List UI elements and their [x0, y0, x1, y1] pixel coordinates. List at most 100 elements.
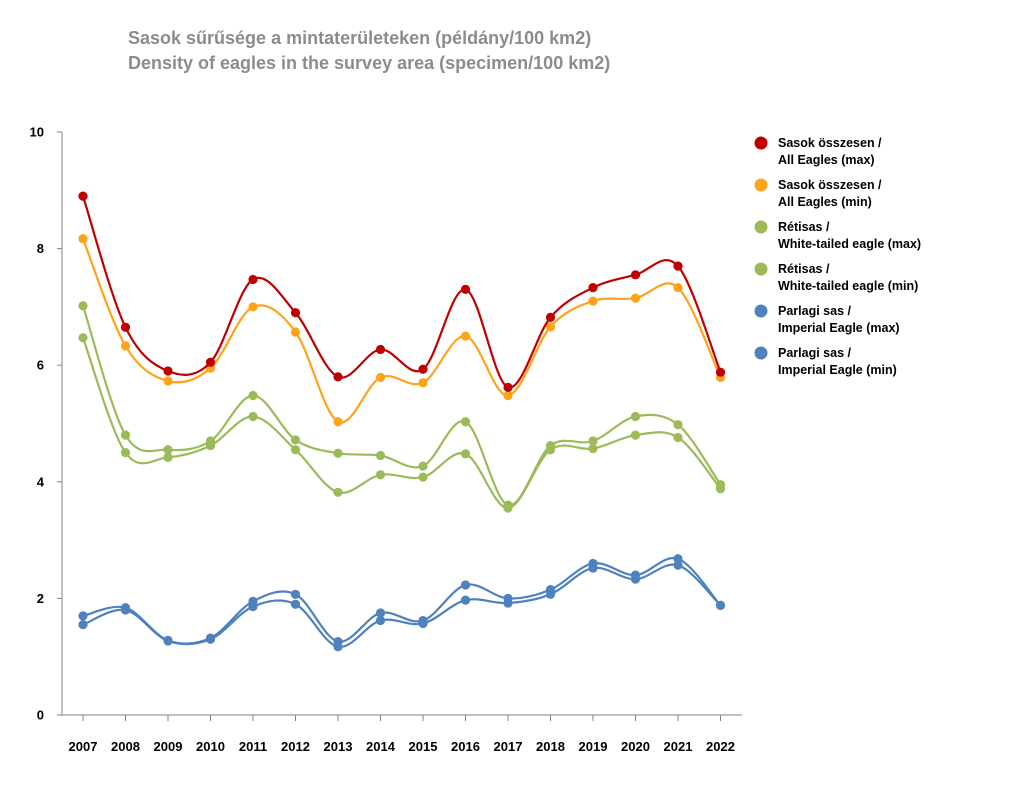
x-tick-label: 2010: [196, 739, 225, 754]
series-3: [78, 333, 726, 513]
legend-label-line1: Rétisas /: [778, 220, 830, 234]
data-point: [120, 430, 131, 440]
legend: Sasok összesen / All Eagles (max) Sasok ös…: [754, 136, 921, 377]
data-point: [375, 470, 386, 480]
data-point: [290, 327, 301, 337]
data-point: [673, 554, 683, 564]
data-point: [715, 367, 726, 377]
data-point: [503, 593, 513, 604]
legend-marker: [754, 346, 768, 360]
data-point: [630, 270, 641, 280]
data-point: [460, 284, 471, 295]
data-point: [673, 261, 683, 271]
y-tick-label: 10: [30, 125, 44, 140]
data-point: [205, 357, 216, 367]
series-line: [82, 556, 722, 645]
y-tick-label: 6: [37, 358, 44, 373]
series-line: [81, 195, 722, 389]
legend-marker: [754, 220, 768, 234]
data-point: [630, 430, 641, 440]
legend-item: Parlagi sas / Imperial Eagle (max): [754, 304, 900, 335]
x-tick-label: 2019: [579, 739, 608, 754]
legend-label-line2: White-tailed eagle (max): [778, 237, 921, 251]
series-1: [78, 234, 726, 427]
data-point: [418, 615, 428, 626]
legend-label-line1: Sasok összesen /: [778, 178, 882, 192]
data-point: [248, 302, 258, 312]
data-point: [673, 432, 683, 443]
data-point: [375, 615, 386, 626]
data-point: [333, 372, 343, 382]
y-tick-label: 4: [37, 474, 45, 489]
legend-item: Parlagi sas / Imperial Eagle (min): [754, 346, 897, 377]
axes: 0 2 4 6 8 10 2007 2008 2009 2010 2011 2012 2013 2014 2…: [30, 125, 742, 754]
series-line: [81, 337, 722, 510]
series-2: [78, 301, 726, 510]
legend-label-line1: Parlagi sas /: [778, 346, 851, 360]
legend-label-line2: White-tailed eagle (min): [778, 279, 918, 293]
data-point: [673, 560, 683, 570]
legend-label-line1: Parlagi sas /: [778, 304, 851, 318]
data-point: [78, 191, 88, 201]
x-tick-label: 2021: [664, 739, 693, 754]
y-tick-label: 8: [37, 241, 44, 256]
data-point: [418, 472, 428, 482]
data-point: [418, 378, 428, 388]
data-point: [78, 611, 88, 621]
data-point: [503, 390, 513, 401]
x-tick-label: 2020: [621, 739, 650, 754]
data-point: [375, 608, 386, 618]
data-point: [588, 283, 598, 293]
legend-label-line2: Imperial Eagle (min): [778, 363, 897, 377]
data-point: [290, 308, 301, 318]
data-point: [503, 500, 513, 510]
data-point: [630, 570, 641, 580]
legend-label-line2: Imperial Eagle (max): [778, 321, 900, 335]
series-0: [78, 191, 726, 392]
series-line: [81, 238, 722, 424]
x-tick-label: 2022: [706, 739, 735, 754]
legend-label-line2: All Eagles (max): [778, 153, 875, 167]
x-tick-label: 2017: [494, 739, 523, 754]
data-point: [715, 600, 726, 610]
data-point: [503, 382, 513, 392]
legend-marker: [754, 178, 768, 192]
data-point: [418, 364, 428, 374]
legend-marker: [754, 304, 768, 318]
data-point: [120, 603, 131, 613]
data-point: [248, 411, 258, 422]
series-line: [82, 563, 722, 648]
data-point: [78, 620, 88, 630]
legend-item: Rétisas / White-tailed eagle (max): [754, 220, 921, 251]
legend-marker: [754, 262, 768, 276]
x-tick-label: 2013: [324, 739, 353, 754]
legend-marker: [754, 136, 768, 150]
x-tick-label: 2007: [69, 739, 98, 754]
data-point: [460, 331, 471, 341]
x-tick-label: 2015: [409, 739, 438, 754]
data-point: [375, 372, 386, 383]
x-tick-label: 2011: [239, 739, 267, 754]
chart-title-block: Sasok sűrűsége a mintaterületeken (példá…: [128, 26, 610, 76]
x-tick-label: 2016: [451, 739, 480, 754]
legend-item: Sasok összesen / All Eagles (min): [754, 178, 882, 209]
data-point: [545, 322, 556, 332]
data-point: [78, 301, 88, 311]
data-point: [545, 441, 556, 451]
data-point: [630, 411, 641, 422]
data-point: [120, 322, 131, 332]
legend-label-line1: Rétisas /: [778, 262, 830, 276]
data-point: [205, 436, 216, 446]
data-point: [588, 558, 598, 569]
data-point: [333, 417, 343, 427]
data-point: [333, 448, 343, 458]
data-point: [545, 585, 556, 595]
x-tick-label: 2008: [111, 739, 140, 754]
chart-title: Sasok sűrűsége a mintaterületeken (példá…: [128, 28, 592, 48]
data-point: [163, 445, 173, 455]
data-point: [163, 635, 173, 645]
data-point: [248, 390, 258, 401]
series-4: [78, 554, 726, 647]
data-point: [588, 296, 598, 306]
